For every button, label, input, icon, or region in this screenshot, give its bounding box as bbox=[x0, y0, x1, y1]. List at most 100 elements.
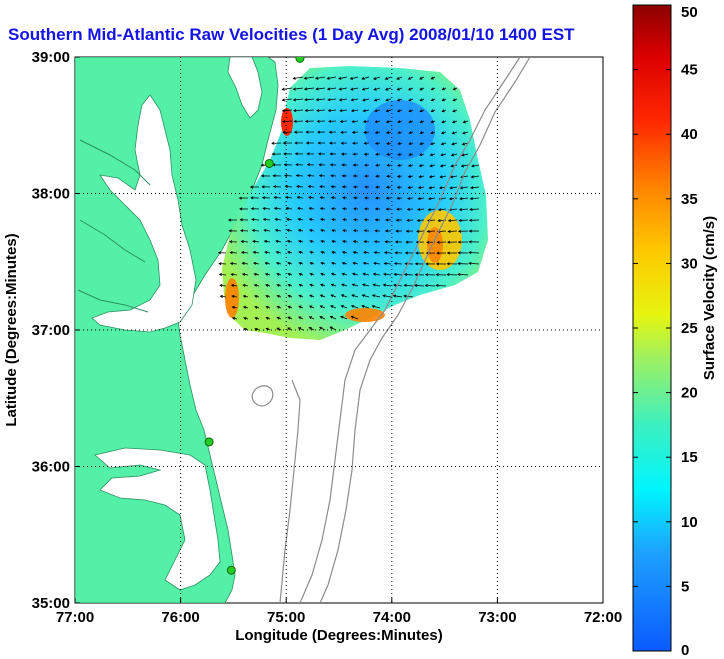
velocity-arrow-head bbox=[319, 294, 324, 298]
velocity-arrow-head bbox=[320, 240, 324, 244]
velocity-arrow bbox=[462, 142, 469, 145]
velocity-arrow bbox=[296, 175, 304, 177]
velocity-arrow-head bbox=[382, 294, 386, 298]
velocity-arrow-head bbox=[419, 120, 423, 124]
velocity-arrow-head bbox=[374, 120, 378, 124]
velocity-arrow-head bbox=[408, 109, 412, 113]
velocity-arrow bbox=[362, 284, 370, 287]
velocity-arrow-head bbox=[317, 152, 322, 156]
velocity-arrow-head bbox=[282, 141, 286, 145]
velocity-arrow bbox=[286, 218, 293, 221]
velocity-arrow bbox=[339, 87, 348, 90]
velocity-arrow bbox=[373, 262, 381, 265]
velocity-arrow-head bbox=[338, 87, 342, 91]
velocity-arrow-head bbox=[304, 119, 309, 123]
velocity-arrow-head bbox=[414, 262, 419, 266]
velocity-arrow-head bbox=[296, 185, 300, 189]
velocity-arrow-head bbox=[271, 141, 275, 145]
velocity-arrow-head bbox=[459, 197, 463, 201]
velocity-arrow-head bbox=[384, 240, 388, 244]
velocity-arrow bbox=[316, 98, 326, 101]
velocity-arrow-head bbox=[341, 261, 346, 265]
velocity-arrow-head bbox=[352, 261, 356, 265]
velocity-arrow-head bbox=[328, 119, 332, 123]
velocity-arrow-head bbox=[298, 283, 302, 287]
velocity-arrow-head bbox=[407, 76, 412, 80]
y-tick-label: 37:00 bbox=[32, 322, 70, 339]
velocity-arrow-head bbox=[458, 208, 463, 212]
velocity-arrow bbox=[363, 251, 370, 254]
velocity-arrow-head bbox=[308, 217, 313, 222]
velocity-arrow-head bbox=[361, 304, 365, 308]
velocity-arrow bbox=[450, 186, 458, 189]
velocity-arrow bbox=[448, 219, 458, 222]
velocity-arrow-head bbox=[303, 76, 308, 80]
velocity-arrow-head bbox=[362, 272, 366, 276]
velocity-arrow bbox=[351, 294, 359, 298]
velocity-arrow bbox=[230, 252, 238, 254]
velocity-arrow-head bbox=[261, 196, 266, 200]
velocity-arrow bbox=[263, 218, 271, 221]
colorbar-tick-label: 35 bbox=[681, 191, 698, 208]
velocity-arrow-head bbox=[437, 208, 442, 212]
river-potomac bbox=[79, 139, 151, 186]
velocity-arrow-head bbox=[419, 87, 423, 91]
velocity-arrow-head bbox=[327, 98, 331, 102]
velocity-arrow-head bbox=[298, 250, 302, 254]
velocity-arrow bbox=[374, 98, 381, 101]
velocity-arrow-head bbox=[406, 218, 410, 222]
velocity-arrow-head bbox=[363, 163, 368, 167]
velocity-arrow bbox=[361, 305, 370, 309]
velocity-arrow-head bbox=[404, 251, 409, 255]
velocity-arrow-head bbox=[252, 250, 256, 254]
velocity-arrow bbox=[373, 76, 381, 80]
velocity-arrow-head bbox=[373, 240, 378, 244]
velocity-arrow-head bbox=[350, 98, 354, 102]
velocity-arrow-head bbox=[397, 152, 401, 156]
y-tick-label: 36:00 bbox=[32, 459, 70, 476]
colorbar-tick-label: 45 bbox=[681, 62, 698, 79]
velocity-arrow-head bbox=[320, 218, 324, 222]
velocity-arrow bbox=[363, 262, 370, 265]
velocity-arrow-head bbox=[241, 272, 246, 276]
velocity-arrow-head bbox=[416, 218, 420, 222]
velocity-arrow-head bbox=[319, 196, 323, 200]
velocity-arrow-head bbox=[414, 283, 418, 287]
velocity-arrow bbox=[362, 87, 370, 91]
velocity-arrow-head bbox=[250, 196, 254, 200]
velocity-arrow-head bbox=[293, 130, 298, 134]
velocity-arrow-head bbox=[264, 261, 268, 265]
velocity-arrow-head bbox=[439, 164, 444, 168]
velocity-arrow-head bbox=[240, 240, 244, 244]
velocity-arrow bbox=[385, 87, 392, 91]
velocity-arrow-head bbox=[218, 273, 223, 277]
velocity-arrow-head bbox=[435, 273, 439, 277]
velocity-arrow bbox=[286, 207, 293, 210]
velocity-arrow bbox=[350, 87, 359, 90]
velocity-arrow-head bbox=[342, 218, 346, 222]
velocity-arrow bbox=[304, 76, 315, 79]
velocity-arrow-head bbox=[373, 76, 377, 80]
velocity-arrow-head bbox=[340, 141, 344, 145]
delaware-bay bbox=[227, 57, 263, 119]
velocity-arrow-head bbox=[319, 316, 323, 319]
colorbar-tick-label: 30 bbox=[681, 255, 698, 272]
velocity-arrow-head bbox=[293, 109, 297, 113]
velocity-arrow-head bbox=[276, 316, 280, 320]
velocity-arrow-head bbox=[446, 273, 450, 277]
velocity-arrow-head bbox=[371, 304, 375, 308]
velocity-arrow-head bbox=[229, 261, 234, 266]
velocity-arrow bbox=[428, 208, 436, 211]
slow-core bbox=[365, 100, 435, 160]
velocity-arrow-head bbox=[353, 185, 357, 189]
velocity-arrow bbox=[448, 230, 458, 232]
pamlico-sound bbox=[94, 447, 221, 591]
velocity-arrow bbox=[340, 120, 348, 123]
velocity-arrow-head bbox=[286, 239, 291, 243]
velocity-arrow-head bbox=[457, 251, 461, 255]
velocity-arrow-head bbox=[253, 261, 257, 265]
velocity-arrow-head bbox=[394, 240, 399, 244]
colorbar-tick-label: 10 bbox=[681, 514, 698, 531]
velocity-arrow-head bbox=[417, 196, 421, 201]
velocity-arrow-head bbox=[329, 141, 333, 145]
